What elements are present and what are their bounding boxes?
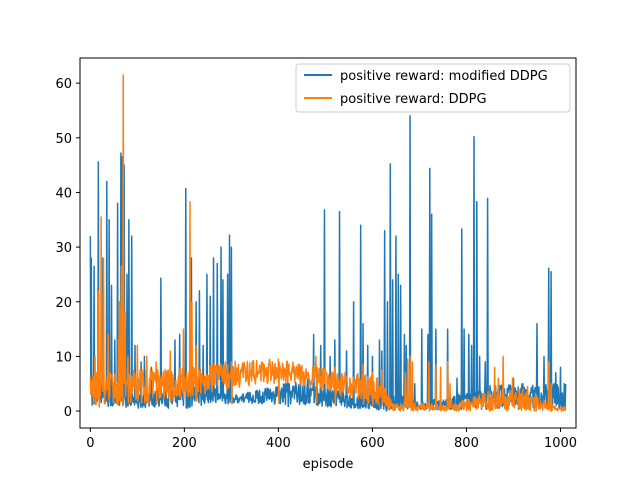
y-tick-label: 30 bbox=[55, 241, 72, 256]
legend-label-modified-ddpg: positive reward: modified DDPG bbox=[340, 69, 548, 84]
y-tick-label: 20 bbox=[55, 296, 72, 311]
y-tick-label: 0 bbox=[64, 405, 72, 420]
x-tick-label: 400 bbox=[266, 436, 291, 451]
y-tick-label: 60 bbox=[55, 77, 72, 92]
y-axis: 0 10 20 30 40 50 60 bbox=[55, 77, 80, 420]
x-tick-label: 1000 bbox=[544, 436, 577, 451]
x-tick-label: 600 bbox=[360, 436, 385, 451]
x-axis: 0 200 400 600 800 1000 bbox=[86, 428, 577, 451]
y-tick-label: 40 bbox=[55, 186, 72, 201]
series-line-ddpg bbox=[89, 74, 567, 412]
series-layer bbox=[89, 74, 567, 412]
y-tick-label: 50 bbox=[55, 132, 72, 147]
x-axis-label: episode bbox=[303, 457, 354, 472]
legend-box bbox=[295, 63, 571, 113]
x-tick-label: 0 bbox=[86, 436, 94, 451]
x-tick-label: 200 bbox=[172, 436, 197, 451]
legend-label-ddpg: positive reward: DDPG bbox=[340, 92, 487, 107]
plot-frame bbox=[79, 57, 577, 429]
legend: positive reward: modified DDPG positive … bbox=[295, 63, 571, 113]
y-tick-label: 10 bbox=[55, 350, 72, 365]
x-tick-label: 800 bbox=[454, 436, 479, 451]
